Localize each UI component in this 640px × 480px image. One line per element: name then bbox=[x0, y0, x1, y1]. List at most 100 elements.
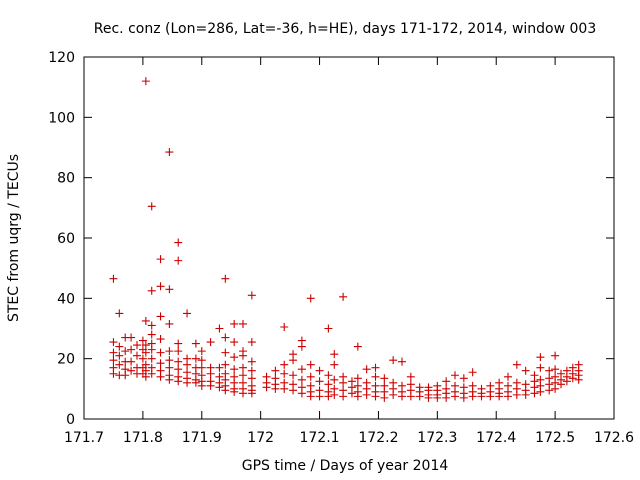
data-point bbox=[147, 321, 156, 330]
data-point bbox=[156, 372, 165, 381]
x-tick-label: 171.9 bbox=[182, 430, 222, 446]
y-tick-label: 120 bbox=[48, 50, 75, 66]
data-point bbox=[442, 393, 451, 402]
data-point bbox=[165, 375, 174, 384]
data-point bbox=[156, 255, 165, 264]
data-point bbox=[109, 274, 118, 283]
data-point bbox=[433, 393, 442, 402]
data-point bbox=[486, 392, 495, 401]
data-point bbox=[174, 238, 183, 247]
data-point bbox=[206, 338, 215, 347]
data-point bbox=[221, 348, 230, 357]
data-point bbox=[371, 372, 380, 381]
data-point bbox=[109, 369, 118, 378]
data-point bbox=[141, 341, 150, 350]
data-point bbox=[138, 354, 147, 363]
data-point bbox=[221, 274, 230, 283]
data-point bbox=[306, 360, 315, 369]
data-point bbox=[147, 286, 156, 295]
data-point bbox=[324, 380, 333, 389]
plot-frame bbox=[83, 56, 615, 420]
data-point bbox=[406, 372, 415, 381]
data-point bbox=[183, 360, 192, 369]
data-point bbox=[183, 309, 192, 318]
data-point bbox=[398, 392, 406, 401]
data-point bbox=[221, 360, 230, 369]
data-point bbox=[165, 319, 174, 328]
data-point bbox=[424, 393, 433, 402]
x-tick-label: 172.6 bbox=[594, 430, 634, 446]
data-point bbox=[165, 285, 174, 294]
x-tick-label: 171.7 bbox=[64, 430, 104, 446]
data-point bbox=[156, 282, 165, 291]
data-point bbox=[380, 374, 389, 383]
y-tick-label: 100 bbox=[48, 110, 75, 126]
data-point bbox=[339, 378, 348, 387]
data-point bbox=[297, 375, 306, 384]
data-point bbox=[147, 354, 156, 363]
data-point bbox=[371, 392, 380, 401]
data-point bbox=[468, 368, 477, 377]
data-point bbox=[521, 390, 530, 399]
data-point bbox=[247, 291, 256, 300]
x-tick-label: 172.1 bbox=[300, 430, 340, 446]
data-point bbox=[306, 372, 315, 381]
data-point bbox=[147, 330, 156, 339]
data-point bbox=[174, 377, 183, 386]
data-point bbox=[221, 333, 230, 342]
data-point bbox=[109, 356, 118, 365]
data-point bbox=[451, 392, 459, 401]
data-point bbox=[521, 366, 530, 375]
data-point bbox=[389, 390, 398, 399]
data-point bbox=[271, 384, 280, 393]
data-point bbox=[339, 392, 348, 401]
data-point bbox=[121, 371, 130, 380]
data-point bbox=[215, 324, 224, 333]
data-point bbox=[339, 292, 348, 301]
x-tick-label: 172 bbox=[247, 430, 274, 446]
data-point bbox=[109, 348, 118, 357]
data-point bbox=[297, 342, 306, 351]
y-tick-label: 20 bbox=[57, 352, 75, 368]
data-point bbox=[557, 380, 565, 389]
x-tick-label: 172.2 bbox=[358, 430, 398, 446]
data-points bbox=[109, 77, 583, 402]
data-point bbox=[174, 365, 183, 374]
data-point bbox=[239, 389, 247, 398]
data-point bbox=[262, 383, 271, 392]
data-point bbox=[280, 384, 289, 393]
data-point bbox=[315, 366, 324, 375]
data-point bbox=[239, 319, 247, 328]
data-point bbox=[415, 392, 424, 401]
data-point bbox=[406, 392, 415, 401]
data-point bbox=[353, 392, 362, 401]
data-point bbox=[165, 148, 174, 157]
data-point bbox=[330, 390, 339, 399]
data-point bbox=[574, 375, 583, 384]
data-point bbox=[536, 353, 545, 362]
data-point bbox=[442, 377, 451, 386]
data-point bbox=[362, 365, 371, 374]
data-point bbox=[247, 357, 256, 366]
y-axis-label: STEC from uqrg / TECUs bbox=[6, 154, 22, 322]
data-point bbox=[551, 384, 560, 393]
data-point bbox=[504, 392, 512, 401]
data-point bbox=[230, 365, 239, 374]
data-point bbox=[165, 347, 174, 356]
data-point bbox=[347, 389, 356, 398]
data-point bbox=[109, 338, 118, 347]
data-point bbox=[459, 374, 468, 383]
data-point bbox=[551, 365, 560, 374]
data-point bbox=[183, 378, 192, 387]
data-point bbox=[230, 353, 239, 362]
y-tick-label: 60 bbox=[57, 231, 75, 247]
data-point bbox=[551, 351, 560, 360]
data-point bbox=[197, 363, 206, 372]
data-point bbox=[165, 363, 174, 372]
chart-title: Rec. conz (Lon=286, Lat=-36, h=HE), days… bbox=[94, 21, 596, 37]
data-point bbox=[147, 202, 156, 211]
data-point bbox=[115, 342, 124, 351]
data-point bbox=[289, 356, 298, 365]
data-point bbox=[239, 363, 247, 372]
data-point bbox=[230, 387, 239, 396]
